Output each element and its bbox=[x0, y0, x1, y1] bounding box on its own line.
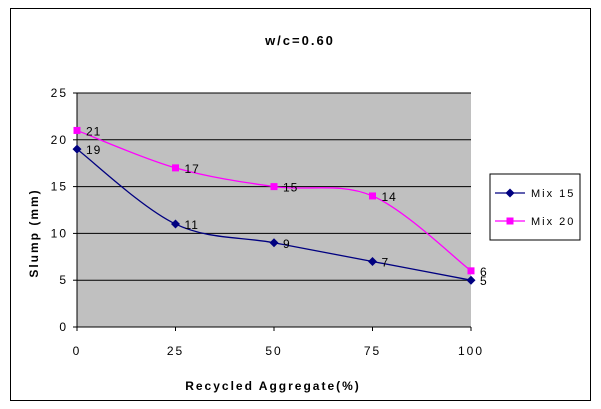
legend-item: Mix 15 bbox=[495, 188, 575, 200]
y-tick-label: 0 bbox=[59, 320, 68, 334]
data-label: 14 bbox=[382, 190, 397, 204]
legend-label: Mix 20 bbox=[531, 216, 575, 228]
x-tick-label: 100 bbox=[458, 344, 484, 358]
legend-label: Mix 15 bbox=[531, 188, 575, 200]
x-axis-ticks: 0 25 50 75 100 bbox=[73, 327, 484, 358]
data-point bbox=[171, 219, 180, 229]
series-2: 21 17 15 14 6 bbox=[73, 124, 488, 279]
data-point bbox=[466, 275, 476, 285]
data-label: 7 bbox=[382, 255, 390, 269]
x-tick-label: 75 bbox=[364, 344, 381, 358]
y-tick-label: 20 bbox=[51, 133, 68, 147]
x-tick-label: 0 bbox=[73, 344, 82, 358]
y-tick-label: 5 bbox=[59, 273, 68, 287]
plot-area bbox=[77, 93, 471, 327]
y-tick-label: 15 bbox=[51, 180, 68, 194]
series-layer: 19 11 9 7 5 21 17 15 14 6 bbox=[72, 124, 488, 288]
y-tick-label: 25 bbox=[51, 86, 68, 100]
legend-marker bbox=[506, 217, 514, 225]
series-1: 19 11 9 7 5 bbox=[72, 143, 488, 288]
legend-marker bbox=[505, 188, 515, 198]
data-point bbox=[270, 183, 278, 191]
data-label: 11 bbox=[185, 218, 199, 232]
data-label: 6 bbox=[480, 265, 488, 279]
legend-item: Mix 20 bbox=[495, 216, 575, 228]
data-point bbox=[467, 267, 475, 275]
data-label: 5 bbox=[480, 274, 488, 288]
data-point bbox=[72, 144, 82, 154]
data-label: 9 bbox=[283, 237, 291, 251]
x-axis-label: Recycled Aggregate(%) bbox=[185, 379, 361, 393]
y-tick-label: 10 bbox=[51, 226, 68, 240]
x-tick-label: 25 bbox=[167, 344, 184, 358]
gridlines bbox=[77, 92, 471, 281]
legend-box bbox=[489, 173, 581, 241]
data-point bbox=[368, 256, 377, 266]
data-point bbox=[369, 192, 376, 200]
data-label: 17 bbox=[185, 162, 200, 176]
data-label: 19 bbox=[86, 143, 101, 157]
y-axis-ticks: 0 5 10 15 20 25 bbox=[51, 86, 77, 334]
data-label: 21 bbox=[86, 124, 101, 138]
data-point bbox=[73, 126, 81, 134]
data-point bbox=[172, 164, 179, 172]
x-tick-label: 50 bbox=[265, 344, 282, 358]
legend: Mix 15 Mix 20 bbox=[489, 173, 581, 241]
y-axis-label: Slump (mm) bbox=[27, 188, 41, 277]
chart-title: w/c=0.60 bbox=[264, 33, 335, 48]
data-label: 15 bbox=[283, 181, 298, 195]
data-point bbox=[269, 238, 279, 248]
